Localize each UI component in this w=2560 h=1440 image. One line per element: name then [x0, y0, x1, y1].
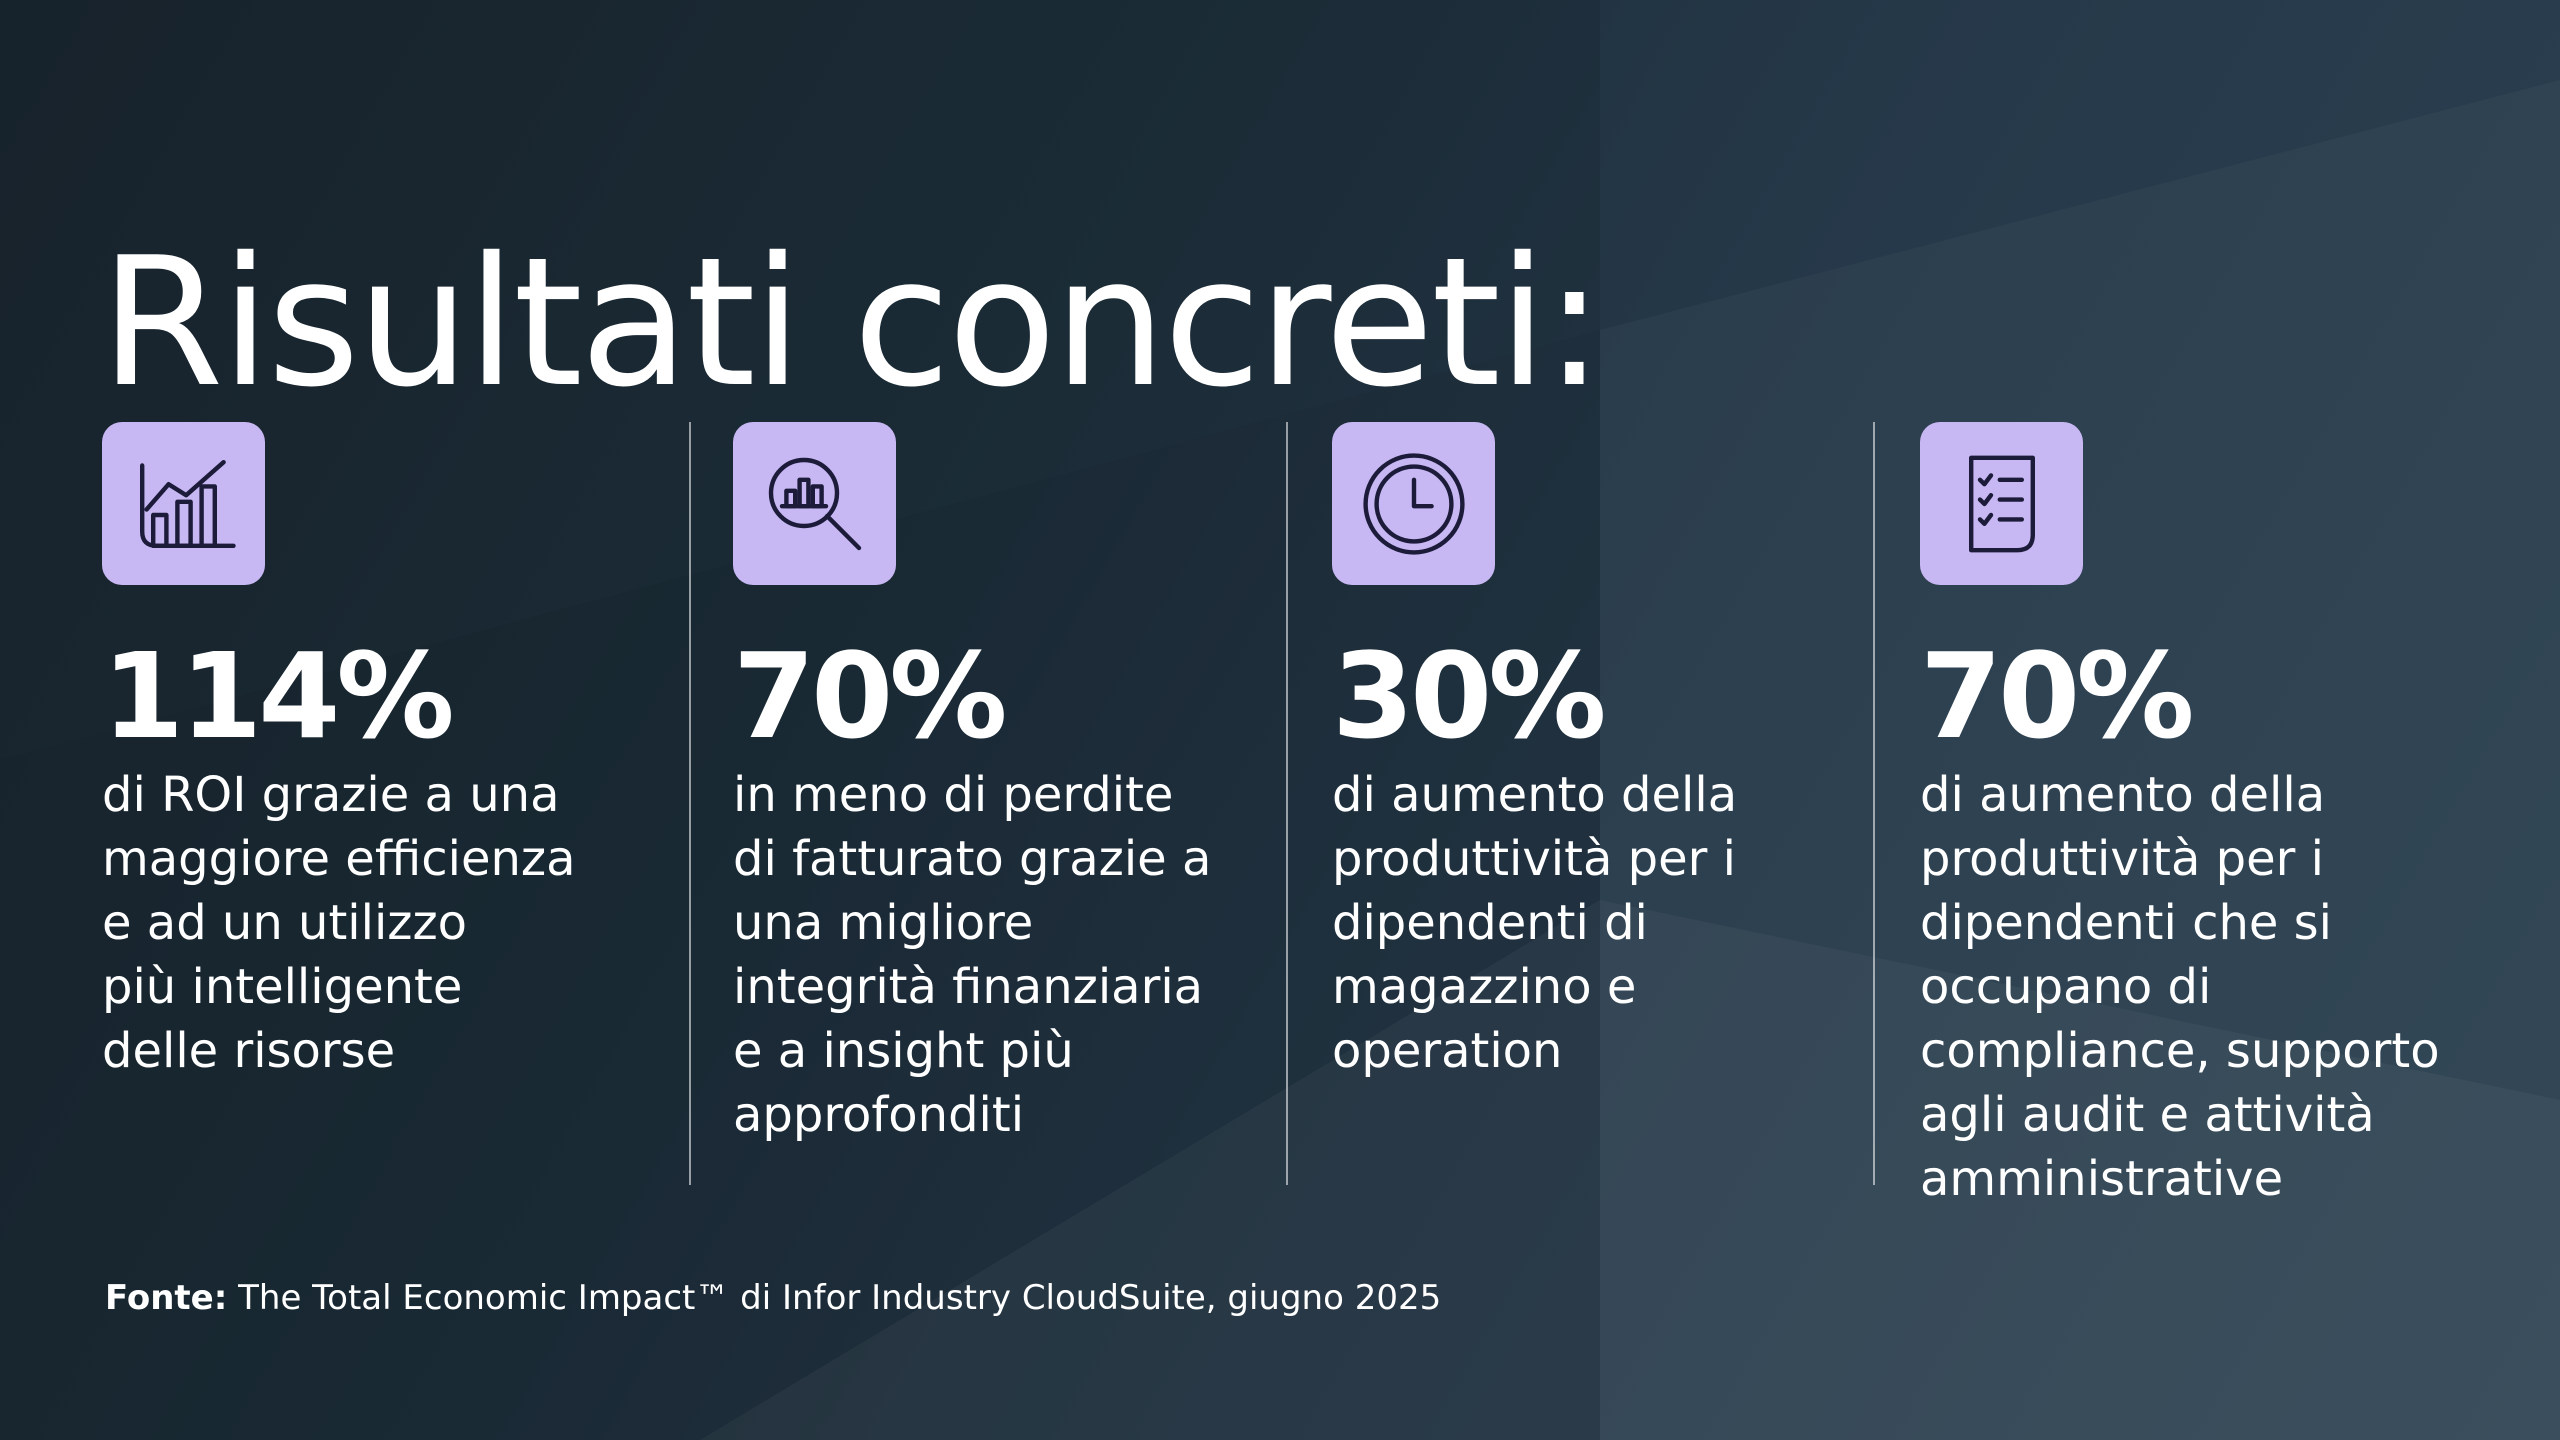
column-divider: [689, 422, 691, 1185]
page-title: Risultati concreti:: [100, 219, 1604, 427]
clock-icon: [1332, 422, 1495, 585]
stat-card-roi: 114% di ROI grazie a una maggiore effici…: [102, 422, 662, 1083]
stat-value: 70%: [1920, 627, 2194, 765]
stat-description: di aumento della produttività per i dipe…: [1332, 767, 1738, 1079]
stat-card-warehouse-productivity: 30% di aumento della produttività per i …: [1332, 422, 1892, 1083]
column-divider: [1873, 422, 1875, 1185]
magnifier-chart-icon: [733, 422, 896, 585]
stat-description: di aumento della produttività per i dipe…: [1920, 767, 2440, 1207]
stat-value: 70%: [733, 627, 1007, 765]
source-text: The Total Economic Impact™ di Infor Indu…: [227, 1278, 1442, 1318]
stat-description: di ROI grazie a una maggiore efficienza …: [102, 767, 576, 1079]
stat-value: 30%: [1332, 627, 1606, 765]
stat-card-compliance-productivity: 70% di aumento della produttività per i …: [1920, 422, 2520, 1211]
source-note: Fonte: The Total Economic Impact™ di Inf…: [105, 1278, 1441, 1318]
column-divider: [1286, 422, 1288, 1185]
stat-card-revenue-loss: 70% in meno di perdite di fatturato graz…: [733, 422, 1293, 1147]
checklist-icon: [1920, 422, 2083, 585]
stat-value: 114%: [102, 627, 455, 765]
source-label: Fonte:: [105, 1278, 228, 1318]
chart-growth-icon: [102, 422, 265, 585]
stat-description: in meno di perdite di fatturato grazie a…: [733, 767, 1212, 1143]
